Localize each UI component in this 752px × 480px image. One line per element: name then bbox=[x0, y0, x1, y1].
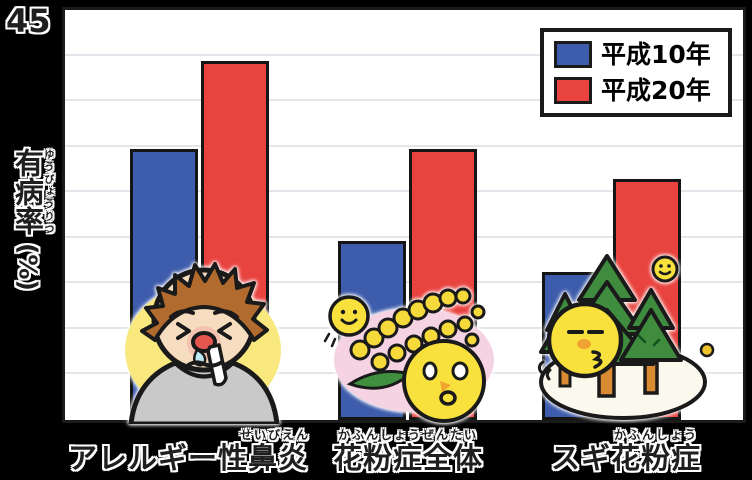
y-axis-title-furigana: ゆうびょうりつ bbox=[41, 148, 53, 235]
gridline bbox=[65, 53, 743, 56]
x-label-furigana-allergic-rhinitis: せいびえん bbox=[239, 428, 310, 442]
sick-boy-icon bbox=[125, 262, 281, 427]
x-label-cedar-pollinosis: かふんしょう スギ花粉症 bbox=[538, 428, 714, 475]
x-label-allergic-rhinitis: せいびえん アレルギー性鼻炎 bbox=[50, 428, 326, 475]
sick-boy-illustration bbox=[115, 238, 295, 427]
y-axis-title-text: 有病率ゆうびょうりつ bbox=[10, 148, 53, 235]
pollen-flowers-illustration bbox=[322, 282, 498, 428]
x-label-text-allergic-rhinitis: アレルギー性鼻炎 bbox=[67, 441, 308, 475]
legend-item-h20: 平成20年 bbox=[554, 77, 718, 104]
pollen-flowers-icon bbox=[323, 287, 494, 423]
y-axis-max-tick-label: 45 bbox=[6, 2, 51, 40]
legend-swatch-h20 bbox=[554, 77, 592, 104]
y-axis-unit-label: (%) bbox=[13, 243, 43, 291]
y-axis-title: 有病率ゆうびょうりつ (%) bbox=[4, 148, 53, 358]
gridline bbox=[65, 144, 743, 147]
legend-swatch-h10 bbox=[554, 41, 592, 68]
cedar-pollen-icon bbox=[537, 254, 715, 420]
legend-label-h10: 平成10年 bbox=[601, 40, 711, 69]
x-label-furigana-hayfever-overall: かふんしょうぜんたい bbox=[337, 428, 478, 442]
x-label-text-hayfever-overall: 花粉症全体 bbox=[332, 441, 483, 475]
legend-label-h20: 平成20年 bbox=[601, 76, 711, 105]
legend-item-h10: 平成10年 bbox=[554, 41, 718, 68]
x-label-text-cedar-pollinosis: スギ花粉症 bbox=[550, 441, 701, 475]
cedar-pollen-illustration bbox=[535, 248, 718, 432]
x-label-hayfever-overall: かふんしょうぜんたい 花粉症全体 bbox=[322, 428, 494, 475]
x-label-furigana-cedar-pollinosis: かふんしょう bbox=[613, 428, 698, 442]
gridline bbox=[65, 235, 743, 238]
plot-area: 平成10年 平成20年 bbox=[62, 7, 746, 427]
legend: 平成10年 平成20年 bbox=[540, 28, 732, 117]
gridline bbox=[65, 190, 743, 193]
gridline bbox=[65, 99, 743, 102]
